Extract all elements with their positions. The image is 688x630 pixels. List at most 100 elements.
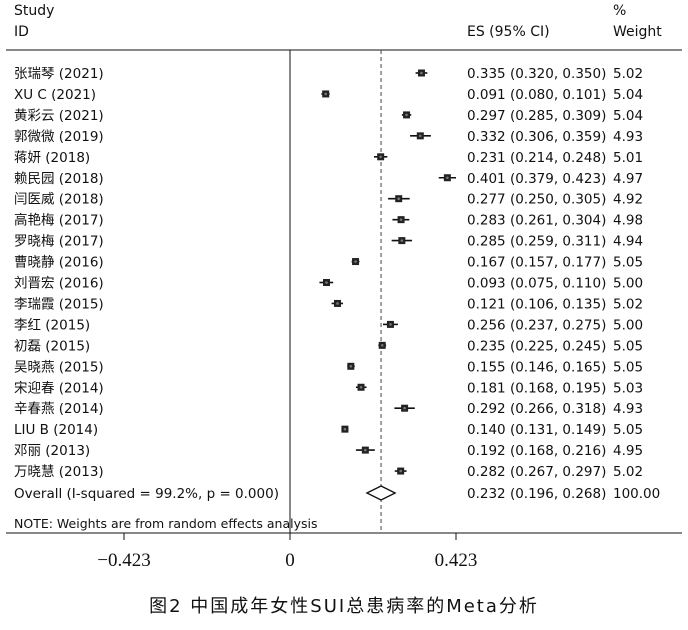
weight-text: 5.01 bbox=[613, 150, 643, 166]
weight-text: 5.02 bbox=[613, 464, 643, 480]
study-label: 张瑞琴 (2021) bbox=[14, 66, 104, 82]
weight-text: 5.05 bbox=[613, 422, 643, 438]
weight-text: 4.98 bbox=[613, 213, 643, 229]
study-label: LIU B (2014) bbox=[14, 422, 98, 438]
effect-point bbox=[324, 92, 328, 96]
weight-text: 5.00 bbox=[613, 317, 643, 333]
overall-es-ci-text: 0.232 (0.196, 0.268) bbox=[467, 486, 606, 502]
effect-point bbox=[336, 302, 339, 305]
weight-text: 5.05 bbox=[613, 338, 643, 354]
effect-point bbox=[354, 260, 357, 263]
es-ci-text: 0.335 (0.320, 0.350) bbox=[467, 66, 606, 82]
x-axis-ticks: −0.423 0 0.423 bbox=[97, 533, 477, 571]
header-id: ID bbox=[14, 24, 29, 40]
study-row: 蒋妍 (2018) 0.231 (0.214, 0.248) 5.01 bbox=[14, 150, 643, 166]
study-row: 初磊 (2015) 0.235 (0.225, 0.245) 5.05 bbox=[14, 337, 643, 354]
es-ci-text: 0.093 (0.075, 0.110) bbox=[467, 276, 606, 292]
study-label: 黄彩云 (2021) bbox=[14, 108, 104, 124]
study-row: 辛春燕 (2014) 0.292 (0.266, 0.318) 4.93 bbox=[14, 401, 643, 417]
study-row: 邓丽 (2013) 0.192 (0.168, 0.216) 4.95 bbox=[14, 443, 643, 459]
note-text: NOTE: Weights are from random effects an… bbox=[14, 516, 318, 531]
es-ci-text: 0.282 (0.267, 0.297) bbox=[467, 464, 606, 480]
figure-caption: 图2 中国成年女性SUI总患病率的Meta分析 bbox=[149, 596, 539, 617]
header-percent: % bbox=[613, 3, 626, 19]
study-label: 李红 (2015) bbox=[14, 317, 90, 333]
weight-text: 4.93 bbox=[613, 401, 643, 417]
overall-diamond bbox=[365, 485, 397, 501]
study-label: 宋迎春 (2014) bbox=[14, 380, 104, 396]
overall-weight-text: 100.00 bbox=[613, 486, 660, 502]
weight-text: 4.93 bbox=[613, 129, 643, 145]
es-ci-text: 0.401 (0.379, 0.423) bbox=[467, 171, 606, 187]
overall-label: Overall (I-squared = 99.2%, p = 0.000) bbox=[14, 486, 279, 502]
es-ci-text: 0.121 (0.106, 0.135) bbox=[467, 296, 606, 312]
weight-text: 4.95 bbox=[613, 443, 643, 459]
effect-point bbox=[343, 427, 347, 431]
study-label: 辛春燕 (2014) bbox=[14, 401, 104, 417]
study-row: 宋迎春 (2014) 0.181 (0.168, 0.195) 5.03 bbox=[14, 380, 643, 396]
es-ci-text: 0.231 (0.214, 0.248) bbox=[467, 150, 606, 166]
study-label: 李瑞霞 (2015) bbox=[14, 296, 104, 312]
weight-text: 4.92 bbox=[613, 192, 643, 208]
study-row: 罗晓梅 (2017) 0.285 (0.259, 0.311) 4.94 bbox=[14, 234, 643, 250]
es-ci-text: 0.256 (0.237, 0.275) bbox=[467, 317, 606, 333]
weight-text: 5.03 bbox=[613, 380, 643, 396]
weight-text: 5.02 bbox=[613, 66, 643, 82]
effect-point bbox=[399, 469, 402, 473]
header-weight: Weight bbox=[613, 24, 662, 40]
study-row: 李红 (2015) 0.256 (0.237, 0.275) 5.00 bbox=[14, 317, 643, 333]
es-ci-text: 0.167 (0.157, 0.177) bbox=[467, 255, 606, 271]
es-ci-text: 0.283 (0.261, 0.304) bbox=[467, 213, 606, 229]
study-label: 万晓慧 (2013) bbox=[14, 464, 104, 480]
study-row: 万晓慧 (2013) 0.282 (0.267, 0.297) 5.02 bbox=[14, 464, 643, 480]
study-row: 赖民园 (2018) 0.401 (0.379, 0.423) 4.97 bbox=[14, 171, 643, 187]
es-ci-text: 0.285 (0.259, 0.311) bbox=[467, 234, 606, 250]
study-row: 吴晓燕 (2015) 0.155 (0.146, 0.165) 5.05 bbox=[14, 359, 643, 375]
study-label: 罗晓梅 (2017) bbox=[14, 234, 104, 250]
effect-point bbox=[446, 176, 449, 180]
weight-text: 5.00 bbox=[613, 276, 643, 292]
es-ci-text: 0.292 (0.266, 0.318) bbox=[467, 401, 606, 417]
study-label: 初磊 (2015) bbox=[14, 337, 90, 354]
study-row: 李瑞霞 (2015) 0.121 (0.106, 0.135) 5.02 bbox=[14, 296, 643, 312]
study-label: 赖民园 (2018) bbox=[14, 171, 104, 187]
es-ci-text: 0.332 (0.306, 0.359) bbox=[467, 129, 606, 145]
study-label: 高艳梅 (2017) bbox=[14, 212, 104, 229]
x-tick-label: 0.423 bbox=[435, 550, 478, 571]
study-row: XU C (2021) 0.091 (0.080, 0.101) 5.04 bbox=[14, 87, 643, 103]
effect-point bbox=[420, 71, 423, 75]
es-ci-text: 0.155 (0.146, 0.165) bbox=[467, 359, 606, 375]
effect-point bbox=[325, 281, 328, 284]
study-rows: 张瑞琴 (2021) 0.335 (0.320, 0.350) 5.02 XU C (… bbox=[14, 66, 643, 480]
weight-text: 5.02 bbox=[613, 296, 643, 312]
weight-text: 4.94 bbox=[613, 234, 643, 250]
effect-point bbox=[405, 113, 408, 117]
forest-plot: Study ID ES (95% CI) % Weight 张瑞琴 (2021)… bbox=[6, 3, 682, 571]
effect-point bbox=[418, 134, 422, 138]
study-label: XU C (2021) bbox=[14, 87, 96, 103]
x-tick-label: 0 bbox=[285, 550, 295, 571]
effect-point bbox=[349, 365, 353, 368]
effect-point bbox=[359, 385, 363, 389]
header-study: Study bbox=[14, 3, 54, 19]
study-row: 张瑞琴 (2021) 0.335 (0.320, 0.350) 5.02 bbox=[14, 66, 643, 82]
effect-point bbox=[397, 197, 401, 200]
es-ci-text: 0.297 (0.285, 0.309) bbox=[467, 108, 606, 124]
header-es: ES (95% CI) bbox=[467, 24, 550, 40]
study-label: 曹晓静 (2016) bbox=[14, 255, 104, 271]
es-ci-text: 0.091 (0.080, 0.101) bbox=[467, 87, 606, 103]
effect-point bbox=[380, 344, 384, 347]
study-row: 闫医威 (2018) 0.277 (0.250, 0.305) 4.92 bbox=[14, 192, 643, 208]
study-row: 黄彩云 (2021) 0.297 (0.285, 0.309) 5.04 bbox=[14, 108, 643, 124]
study-label: 蒋妍 (2018) bbox=[14, 150, 90, 166]
overall-row: Overall (I-squared = 99.2%, p = 0.000) 0.… bbox=[14, 485, 660, 502]
study-label: 邓丽 (2013) bbox=[14, 443, 90, 459]
effect-point bbox=[400, 239, 404, 242]
effect-point bbox=[364, 448, 367, 452]
x-tick-label: −0.423 bbox=[97, 550, 150, 571]
es-ci-text: 0.235 (0.225, 0.245) bbox=[467, 338, 606, 354]
effect-point bbox=[379, 155, 382, 159]
es-ci-text: 0.192 (0.168, 0.216) bbox=[467, 443, 606, 459]
es-ci-text: 0.277 (0.250, 0.305) bbox=[467, 192, 606, 208]
study-row: 高艳梅 (2017) 0.283 (0.261, 0.304) 4.98 bbox=[14, 212, 643, 229]
